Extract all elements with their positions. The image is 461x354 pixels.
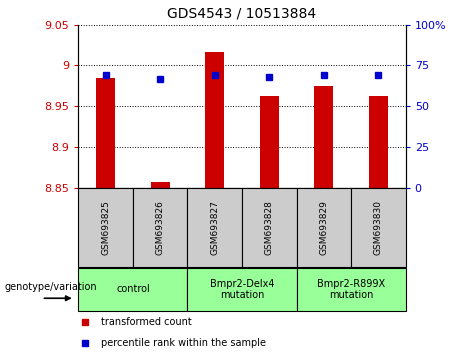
Bar [78, 188, 133, 267]
Bar [78, 268, 188, 311]
Text: percentile rank within the sample: percentile rank within the sample [101, 338, 266, 348]
Bar [369, 96, 388, 188]
Text: control: control [116, 284, 150, 295]
Bar [151, 182, 170, 188]
Bar [314, 86, 333, 188]
Bar [296, 188, 351, 267]
Text: GSM693825: GSM693825 [101, 200, 110, 255]
Bar [351, 188, 406, 267]
Text: Bmpr2-R899X
mutation: Bmpr2-R899X mutation [317, 279, 385, 300]
Text: genotype/variation: genotype/variation [5, 282, 97, 292]
Text: GSM693827: GSM693827 [210, 200, 219, 255]
Bar [260, 96, 279, 188]
Bar [242, 188, 296, 267]
Bar [188, 268, 296, 311]
Bar [188, 188, 242, 267]
Title: GDS4543 / 10513884: GDS4543 / 10513884 [167, 7, 317, 21]
Bar [296, 268, 406, 311]
Text: transformed count: transformed count [101, 317, 192, 327]
Text: GSM693828: GSM693828 [265, 200, 274, 255]
Text: GSM693829: GSM693829 [319, 200, 328, 255]
Bar [133, 188, 188, 267]
Text: GSM693830: GSM693830 [374, 200, 383, 255]
Bar [205, 52, 225, 188]
Bar [96, 78, 115, 188]
Text: Bmpr2-Delx4
mutation: Bmpr2-Delx4 mutation [210, 279, 274, 300]
Text: GSM693826: GSM693826 [156, 200, 165, 255]
